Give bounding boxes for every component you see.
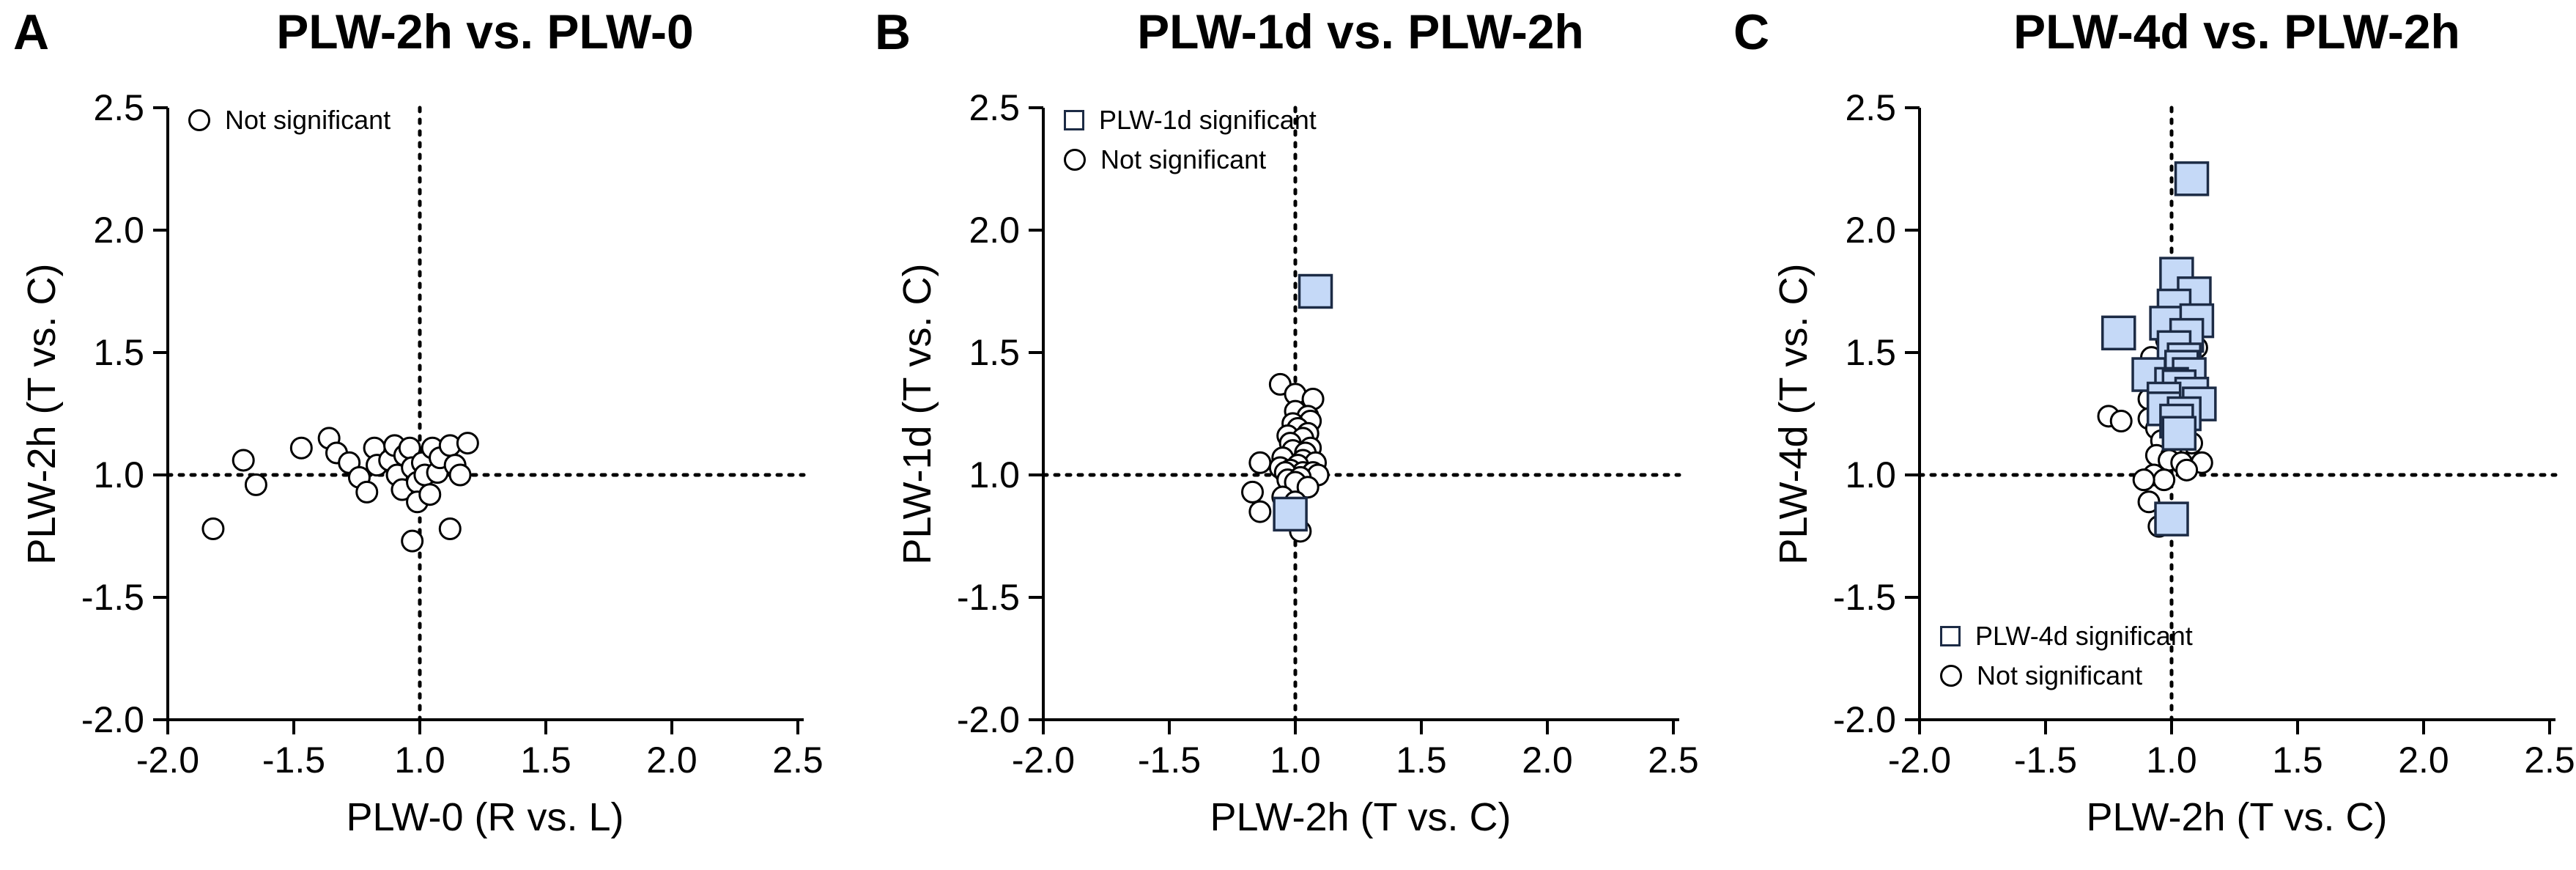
data-point-significant xyxy=(2174,161,2210,196)
x-tick-label: -2.0 xyxy=(136,740,199,781)
x-tick-label: 2.5 xyxy=(772,740,823,781)
data-point-significant xyxy=(2161,416,2197,451)
not-significant-marker-icon xyxy=(1064,149,1086,171)
x-tick-label: 1.0 xyxy=(2146,740,2197,781)
panel-b-title: PLW-1d vs. PLW-2h xyxy=(1137,4,1584,59)
panel-c-x-axis-label: PLW-2h (T vs. C) xyxy=(2086,795,2388,839)
y-tick-label: 1.0 xyxy=(969,454,1020,495)
data-point-not-significant xyxy=(355,480,379,504)
x-tick-label: 1.5 xyxy=(520,740,571,781)
x-tick-label: 2.0 xyxy=(1522,740,1573,781)
panel-c-y-axis-label: PLW-4d (T vs. C) xyxy=(1772,263,1816,565)
data-point-not-significant xyxy=(232,449,255,472)
legend-label: PLW-1d significant xyxy=(1099,105,1317,135)
y-tick-label: -2.0 xyxy=(957,699,1020,740)
data-point-not-significant xyxy=(289,436,313,460)
data-point-significant xyxy=(1298,273,1333,309)
data-point-not-significant xyxy=(438,517,462,540)
panel-b-y-axis-label: PLW-1d (T vs. C) xyxy=(895,263,939,565)
x-tick-label: 1.5 xyxy=(2272,740,2323,781)
y-tick-label: 1.5 xyxy=(969,332,1020,373)
x-tick-label: 2.0 xyxy=(2398,740,2449,781)
data-point-not-significant xyxy=(244,473,267,496)
legend-label: Not significant xyxy=(1977,660,2143,690)
data-point-significant xyxy=(2154,501,2189,537)
x-tick-label: 2.5 xyxy=(2524,740,2575,781)
data-point-not-significant xyxy=(2109,410,2133,433)
panel-a-title: PLW-2h vs. PLW-0 xyxy=(276,4,694,59)
y-tick-label: -1.5 xyxy=(81,577,144,618)
not-significant-marker-icon xyxy=(1940,665,1962,687)
x-tick-label: -2.0 xyxy=(1012,740,1075,781)
data-point-significant xyxy=(1273,496,1308,532)
data-point-not-significant xyxy=(1296,476,1320,499)
panel-c-title: PLW-4d vs. PLW-2h xyxy=(2013,4,2460,59)
y-tick-label: -1.5 xyxy=(957,577,1020,618)
y-tick-label: -2.0 xyxy=(81,699,144,740)
data-point-not-significant xyxy=(1248,451,1272,474)
panel-letter-a: A xyxy=(13,4,50,60)
legend-item: Not significant xyxy=(1940,663,2142,689)
data-point-not-significant xyxy=(201,517,225,540)
y-tick-label: 2.0 xyxy=(1845,210,1896,251)
panel-a-plot: -2.0 -1.5 1.0 1.5 2.0 2.5 2.5 2.0 1.5 1.0 -1.5 -2.0 xyxy=(81,87,823,781)
data-point-not-significant xyxy=(401,529,424,553)
data-point-not-significant xyxy=(2132,468,2155,492)
y-tick-label: 1.0 xyxy=(93,454,144,495)
legend-label: Not significant xyxy=(1100,144,1267,174)
x-tick-label: 1.0 xyxy=(394,740,445,781)
legend-item: Not significant xyxy=(188,107,391,133)
legend-item: PLW-1d significant xyxy=(1064,107,1317,133)
data-point-not-significant xyxy=(448,463,472,487)
x-tick-label: 2.0 xyxy=(646,740,697,781)
data-point-not-significant xyxy=(1248,500,1272,523)
x-tick-label: -2.0 xyxy=(1888,740,1951,781)
panel-a-x-axis-label: PLW-0 (R vs. L) xyxy=(346,795,624,839)
data-point-not-significant xyxy=(456,432,479,455)
y-tick-label: 2.0 xyxy=(969,210,1020,251)
data-point-not-significant xyxy=(2175,458,2199,482)
y-tick-label: -1.5 xyxy=(1833,577,1896,618)
legend-label: Not significant xyxy=(225,105,391,135)
significant-marker-icon xyxy=(1940,626,1961,646)
x-tick-label: -1.5 xyxy=(1138,740,1201,781)
panel-b-plot: -2.0 -1.5 1.0 1.5 2.0 2.5 2.5 2.0 1.5 1.0 -1.5 -2.0 xyxy=(957,87,1699,781)
legend-item: PLW-4d significant xyxy=(1940,623,2193,649)
x-tick-label: 1.5 xyxy=(1396,740,1447,781)
y-tick-label: 2.5 xyxy=(1845,87,1896,128)
data-point-not-significant xyxy=(2153,468,2176,492)
panel-letter-c: C xyxy=(1733,4,1770,60)
legend-label: PLW-4d significant xyxy=(1975,621,2193,651)
y-tick-label: 1.5 xyxy=(1845,332,1896,373)
y-tick-label: 2.0 xyxy=(93,210,144,251)
panel-letter-b: B xyxy=(875,4,911,60)
not-significant-marker-icon xyxy=(188,109,210,131)
y-tick-label: -2.0 xyxy=(1833,699,1896,740)
y-tick-label: 2.5 xyxy=(93,87,144,128)
y-tick-label: 1.5 xyxy=(93,332,144,373)
data-point-significant xyxy=(2101,315,2136,351)
panel-c-plot: -2.0 -1.5 1.0 1.5 2.0 2.5 2.5 2.0 1.5 1.0 -1.5 -2.0 xyxy=(1833,87,2575,781)
x-tick-label: -1.5 xyxy=(262,740,325,781)
x-tick-label: 1.0 xyxy=(1270,740,1321,781)
y-tick-label: 1.0 xyxy=(1845,454,1896,495)
data-point-not-significant xyxy=(418,483,442,506)
panel-b-x-axis-label: PLW-2h (T vs. C) xyxy=(1210,795,1511,839)
y-tick-label: 2.5 xyxy=(969,87,1020,128)
data-point-not-significant xyxy=(1241,480,1265,504)
panel-a-y-axis-label: PLW-2h (T vs. C) xyxy=(20,263,64,565)
x-tick-label: 2.5 xyxy=(1648,740,1699,781)
significant-marker-icon xyxy=(1064,110,1084,130)
x-tick-label: -1.5 xyxy=(2014,740,2077,781)
legend-item: Not significant xyxy=(1064,147,1266,173)
